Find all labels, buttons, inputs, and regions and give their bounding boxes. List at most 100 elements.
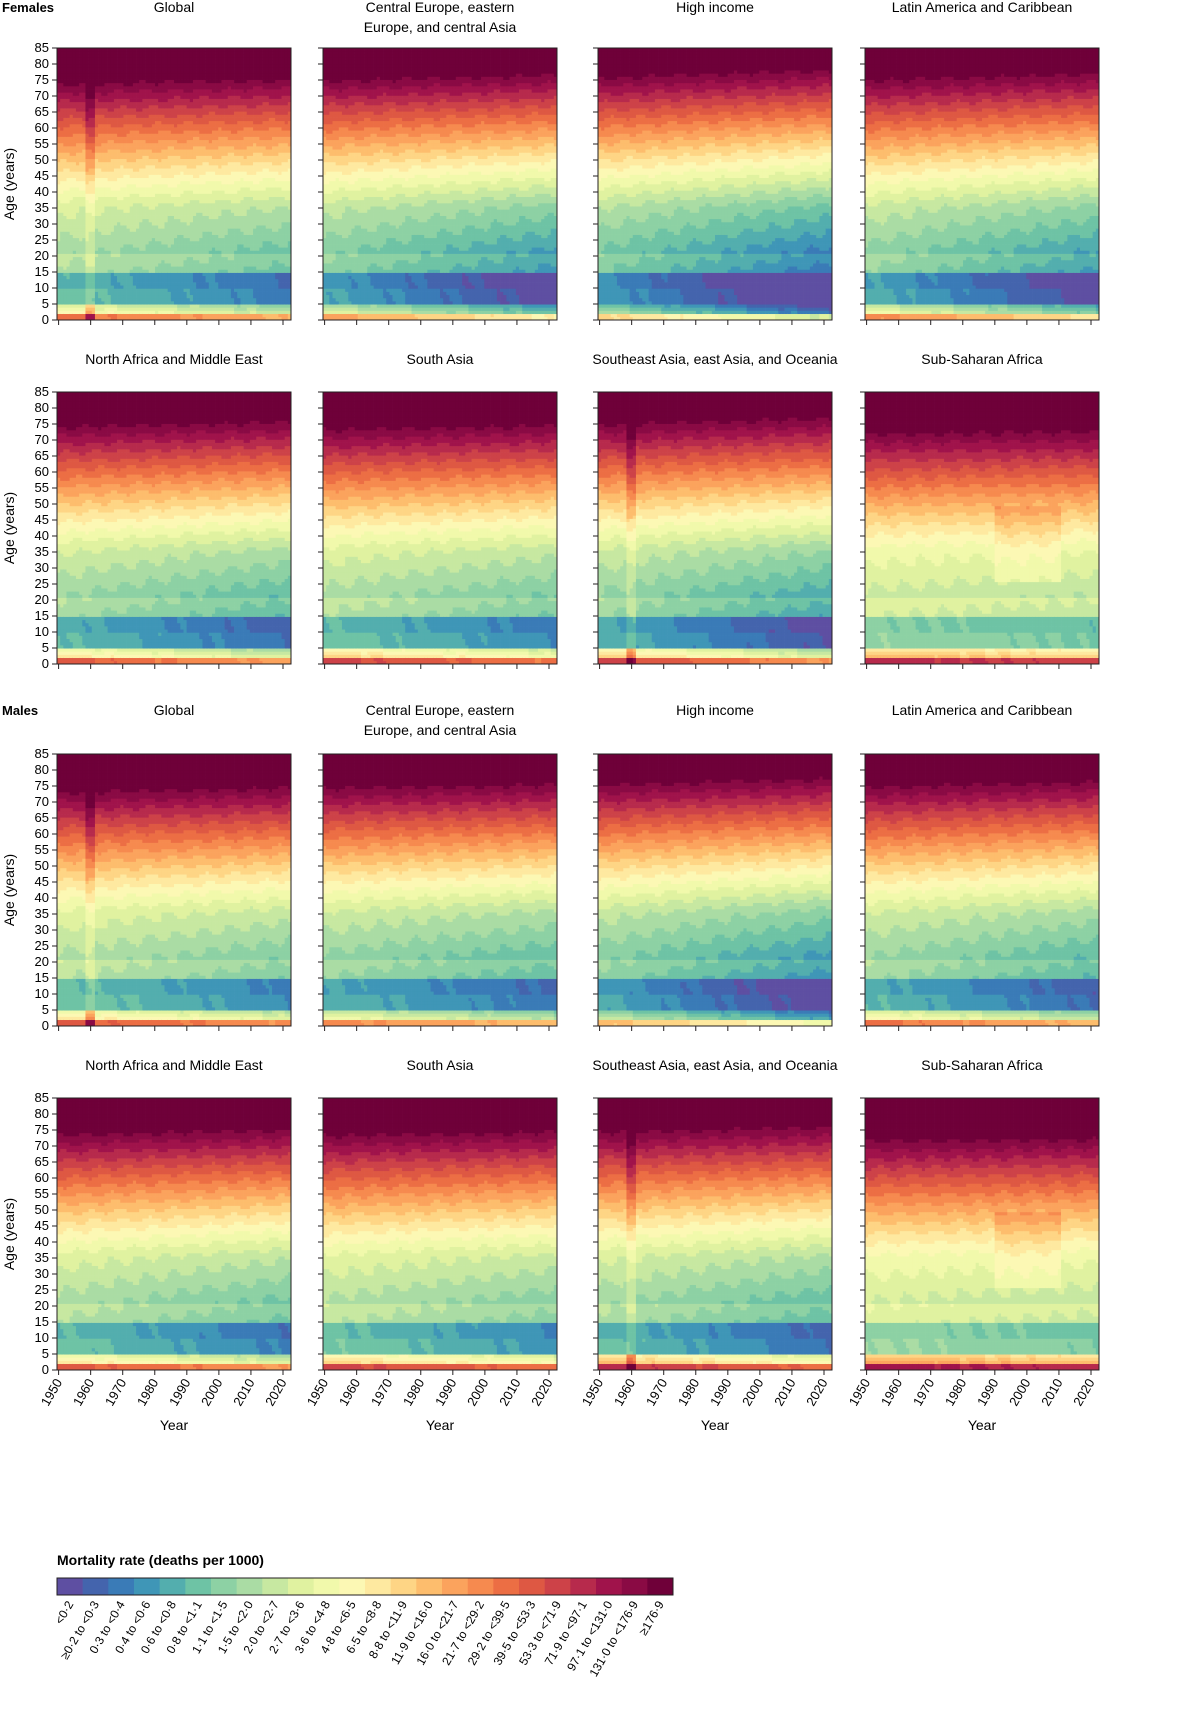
heatmap-cell [76, 61, 80, 65]
heatmap-cell [79, 266, 83, 270]
heatmap-cell [85, 48, 89, 52]
heatmap-cell [73, 165, 77, 169]
heatmap-cell [57, 307, 61, 311]
heatmap-cell [57, 288, 61, 292]
heatmap-cell [76, 175, 80, 179]
heatmap-cell [60, 67, 64, 71]
heatmap-cell [89, 48, 93, 52]
heatmap-cell [73, 288, 77, 292]
heatmap-cell [79, 57, 83, 61]
heatmap-cell [89, 187, 93, 191]
heatmap-cell [57, 92, 61, 96]
heatmap-cell [60, 203, 64, 207]
heatmap-cell [57, 209, 61, 213]
heatmap-cell [82, 121, 86, 125]
heatmap-cell [60, 295, 64, 299]
heatmap-cell [82, 238, 86, 242]
heatmap-cell [76, 209, 80, 213]
heatmap-cell [82, 247, 86, 251]
heatmap-cell [82, 80, 86, 84]
heatmap-cell [82, 231, 86, 235]
heatmap-cell [89, 124, 93, 128]
heatmap-cell [57, 111, 61, 115]
heatmap-cell [89, 203, 93, 207]
heatmap-cell [92, 314, 96, 318]
heatmap-cell [92, 80, 96, 84]
heatmap-cell [73, 178, 77, 182]
heatmap-cell [60, 178, 64, 182]
heatmap-cell [79, 209, 83, 213]
heatmap-cell [89, 67, 93, 71]
heatmap-cell [89, 307, 93, 311]
heatmap-cell [57, 295, 61, 299]
heatmap-cell [70, 257, 74, 261]
heatmap-cell [82, 127, 86, 131]
heatmap-cell [92, 178, 96, 182]
heatmap-cell [63, 83, 67, 87]
heatmap-cell [70, 181, 74, 185]
heatmap-cell [66, 219, 70, 223]
heatmap-cell [63, 288, 67, 292]
heatmap-cell [57, 184, 61, 188]
heatmap-cell [89, 254, 93, 258]
heatmap-cell [79, 165, 83, 169]
heatmap-cell [79, 102, 83, 106]
heatmap-cell [66, 114, 70, 118]
heatmap-cell [57, 99, 61, 103]
heatmap-cell [85, 257, 89, 261]
heatmap-cell [57, 216, 61, 220]
heatmap-cell [79, 54, 83, 58]
heatmap-cell [60, 102, 64, 106]
heatmap-cell [60, 105, 64, 109]
heatmap-cell [85, 269, 89, 273]
heatmap-cell [73, 92, 77, 96]
heatmap-cell [66, 301, 70, 305]
heatmap-cell [66, 209, 70, 213]
heatmap-cell [76, 133, 80, 137]
heatmap-cell [57, 51, 61, 55]
heatmap-cell [76, 108, 80, 112]
heatmap-cell [73, 140, 77, 144]
heatmap-cell [66, 70, 70, 74]
heatmap-cell [82, 200, 86, 204]
heatmap-cell [85, 301, 89, 305]
heatmap-cell [76, 231, 80, 235]
heatmap-cell [92, 187, 96, 191]
heatmap-cell [79, 73, 83, 77]
heatmap-cell [60, 263, 64, 267]
heatmap-cell [82, 187, 86, 191]
heatmap-cell [57, 156, 61, 160]
heatmap-cell [73, 76, 77, 80]
heatmap-cell [89, 76, 93, 80]
heatmap-cell [70, 273, 74, 277]
heatmap-cell [85, 89, 89, 93]
heatmap-cell [73, 311, 77, 315]
heatmap-cell [60, 244, 64, 248]
heatmap-cell [85, 70, 89, 74]
heatmap-cell [66, 178, 70, 182]
heatmap-cell [70, 130, 74, 134]
heatmap-cell [92, 225, 96, 229]
heatmap-cell [85, 61, 89, 65]
heatmap-cell [92, 61, 96, 65]
heatmap-cell [76, 114, 80, 118]
heatmap-cell [89, 92, 93, 96]
heatmap-cell [57, 67, 61, 71]
heatmap-cell [66, 222, 70, 226]
heatmap-cell [85, 140, 89, 144]
heatmap-cell [70, 159, 74, 163]
heatmap-cell [76, 314, 80, 318]
heatmap-cell [79, 168, 83, 172]
heatmap-cell [76, 165, 80, 169]
mortality-heatmap-figure: Females Global051015202530354045505560657… [0, 0, 1200, 1711]
heatmap-cell [57, 206, 61, 210]
heatmap-cell [63, 187, 67, 191]
heatmap-cell [79, 61, 83, 65]
heatmap-cell [60, 95, 64, 99]
heatmap-cell [73, 197, 77, 201]
heatmap-cell [63, 159, 67, 163]
heatmap-cell [70, 222, 74, 226]
heatmap-cell [73, 279, 77, 283]
heatmap-cell [60, 146, 64, 150]
heatmap-cell [66, 86, 70, 90]
